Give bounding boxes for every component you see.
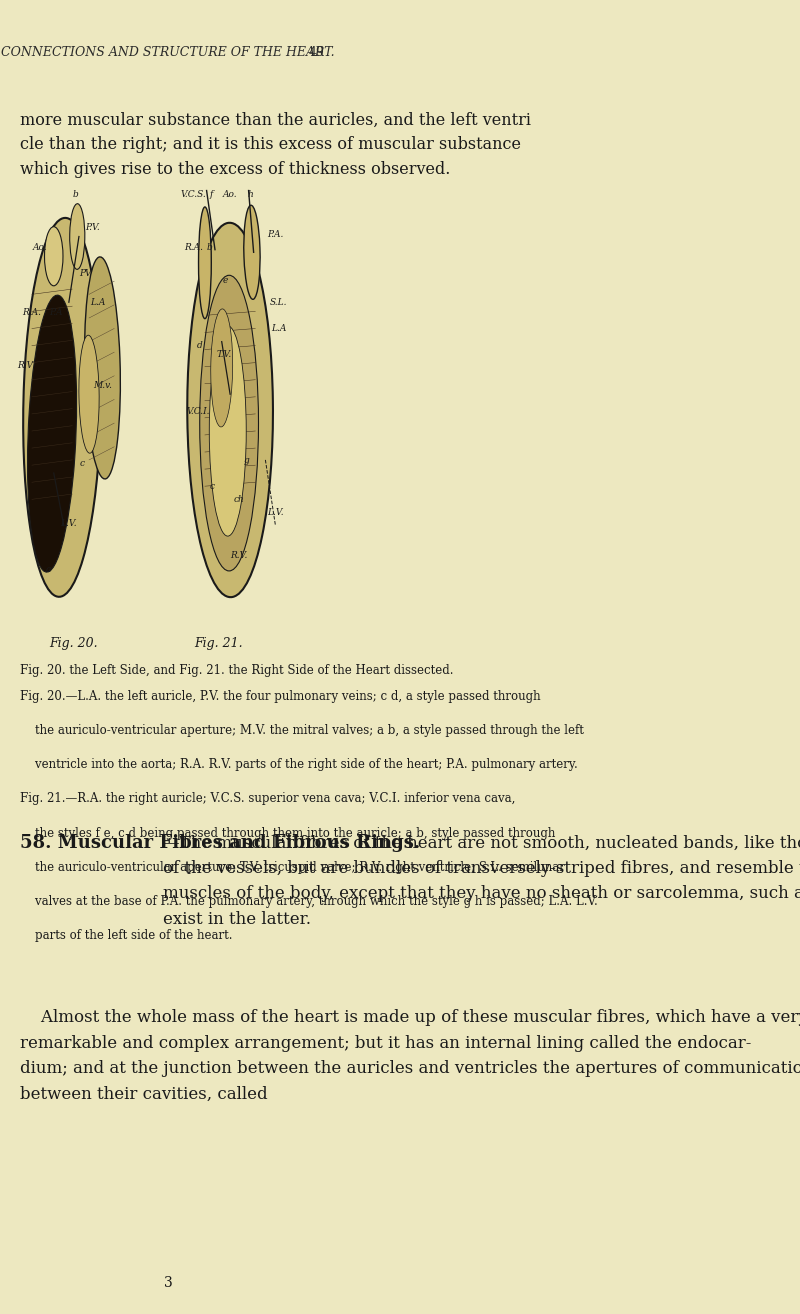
Text: Fig. 21.—R.A. the right auricle; V.C.S. superior vena cava; V.C.I. inferior vena: Fig. 21.—R.A. the right auricle; V.C.S. … — [20, 792, 515, 805]
Text: S.L.: S.L. — [270, 298, 287, 307]
Ellipse shape — [85, 258, 120, 478]
Ellipse shape — [198, 206, 211, 319]
Text: Almost the whole mass of the heart is made up of these muscular fibres, which ha: Almost the whole mass of the heart is ma… — [20, 1009, 800, 1102]
Text: b: b — [73, 191, 78, 200]
Text: V.C.S.: V.C.S. — [180, 191, 206, 200]
Text: f: f — [210, 191, 214, 200]
Text: P.A: P.A — [49, 309, 62, 318]
Text: the auriculo-ventricular aperture; T.V. tricuspid valve; R.V. right ventricle; S: the auriculo-ventricular aperture; T.V. … — [20, 861, 565, 874]
Text: e: e — [222, 276, 228, 285]
Text: CONNECTIONS AND STRUCTURE OF THE HEART.: CONNECTIONS AND STRUCTURE OF THE HEART. — [1, 46, 334, 59]
Text: M.v.: M.v. — [93, 381, 112, 390]
Text: parts of the left side of the heart.: parts of the left side of the heart. — [20, 929, 233, 942]
Text: ch: ch — [233, 495, 244, 505]
Text: the auriculo-ventricular aperture; M.V. the mitral valves; a b, a style passed t: the auriculo-ventricular aperture; M.V. … — [20, 724, 584, 737]
Text: a: a — [46, 565, 51, 574]
Text: R.V.: R.V. — [230, 552, 247, 561]
Text: P.V.: P.V. — [85, 223, 100, 233]
Text: c: c — [80, 460, 85, 469]
Text: V.C.I.: V.C.I. — [186, 407, 210, 417]
Text: Fig. 20.: Fig. 20. — [50, 637, 98, 650]
Text: the styles f e, c d being passed through them into the auricle; a b, style passe: the styles f e, c d being passed through… — [20, 827, 555, 840]
Text: more muscular substance than the auricles, and the left ventri
cle than the righ: more muscular substance than the auricle… — [20, 112, 531, 179]
Text: Ao.: Ao. — [222, 191, 238, 200]
Text: R.A.: R.A. — [22, 309, 42, 318]
Text: L.V.: L.V. — [267, 509, 284, 518]
Text: Fig. 20.—L.A. the left auricle, P.V. the four pulmonary veins; c d, a style pass: Fig. 20.—L.A. the left auricle, P.V. the… — [20, 690, 541, 703]
Text: R.A.: R.A. — [184, 243, 202, 252]
Ellipse shape — [70, 204, 85, 269]
Text: Fig. 20. the Left Side, and Fig. 21. the Right Side of the Heart dissected.: Fig. 20. the Left Side, and Fig. 21. the… — [20, 664, 454, 677]
Ellipse shape — [187, 223, 273, 597]
Text: g: g — [244, 456, 250, 465]
Text: 49: 49 — [309, 46, 325, 59]
Text: c: c — [209, 482, 214, 491]
Text: PV: PV — [79, 269, 92, 279]
Text: 58. Muscular Fibres and Fibrous Rings.: 58. Muscular Fibres and Fibrous Rings. — [20, 834, 421, 853]
Text: L.A: L.A — [90, 298, 105, 307]
Ellipse shape — [210, 326, 246, 536]
Text: T.V.: T.V. — [217, 351, 232, 360]
Text: b: b — [207, 243, 213, 252]
Text: R.V: R.V — [17, 361, 34, 371]
Text: d: d — [197, 342, 202, 351]
Ellipse shape — [210, 309, 233, 427]
Text: L.A: L.A — [271, 325, 286, 334]
Ellipse shape — [45, 226, 63, 286]
Text: h: h — [247, 191, 253, 200]
Text: L.V.: L.V. — [61, 519, 77, 528]
Text: 3: 3 — [163, 1276, 172, 1290]
Text: Fig. 21.: Fig. 21. — [194, 637, 242, 650]
Text: Ao.: Ao. — [33, 243, 48, 252]
Ellipse shape — [27, 296, 77, 572]
Ellipse shape — [244, 205, 260, 300]
Ellipse shape — [79, 335, 99, 453]
Ellipse shape — [23, 218, 101, 597]
Text: ventricle into the aorta; R.A. R.V. parts of the right side of the heart; P.A. p: ventricle into the aorta; R.A. R.V. part… — [20, 758, 578, 771]
Ellipse shape — [200, 276, 258, 570]
Text: valves at the base of P.A. the pulmonary artery, through which the style g h is : valves at the base of P.A. the pulmonary… — [20, 895, 598, 908]
Text: —The muscular fibres of the heart are not smooth, nucleated bands, like those
of: —The muscular fibres of the heart are no… — [163, 834, 800, 928]
Text: P.A.: P.A. — [267, 230, 284, 239]
